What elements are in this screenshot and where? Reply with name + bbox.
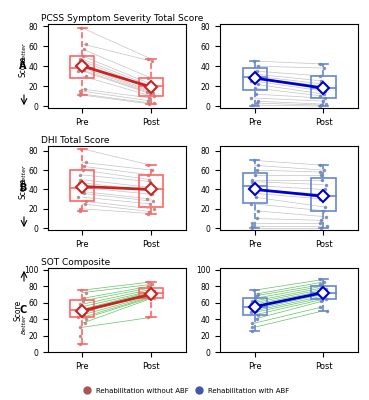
Text: Better: Better — [21, 164, 27, 184]
Text: Better: Better — [21, 314, 27, 334]
Text: PCSS Symptom Severity Total Score: PCSS Symptom Severity Total Score — [41, 14, 203, 23]
Text: Better: Better — [21, 42, 27, 62]
Text: B: B — [20, 183, 27, 193]
Text: A: A — [20, 61, 27, 71]
Text: DHI Total Score: DHI Total Score — [41, 136, 110, 145]
Text: SOT Composite: SOT Composite — [41, 258, 110, 267]
Y-axis label: Score: Score — [13, 299, 23, 320]
Text: C: C — [20, 305, 27, 315]
Y-axis label: Score: Score — [18, 56, 27, 77]
Y-axis label: Score: Score — [18, 177, 27, 199]
Legend: Rehabilitation without ABF, Rehabilitation with ABF: Rehabilitation without ABF, Rehabilitati… — [77, 385, 292, 396]
